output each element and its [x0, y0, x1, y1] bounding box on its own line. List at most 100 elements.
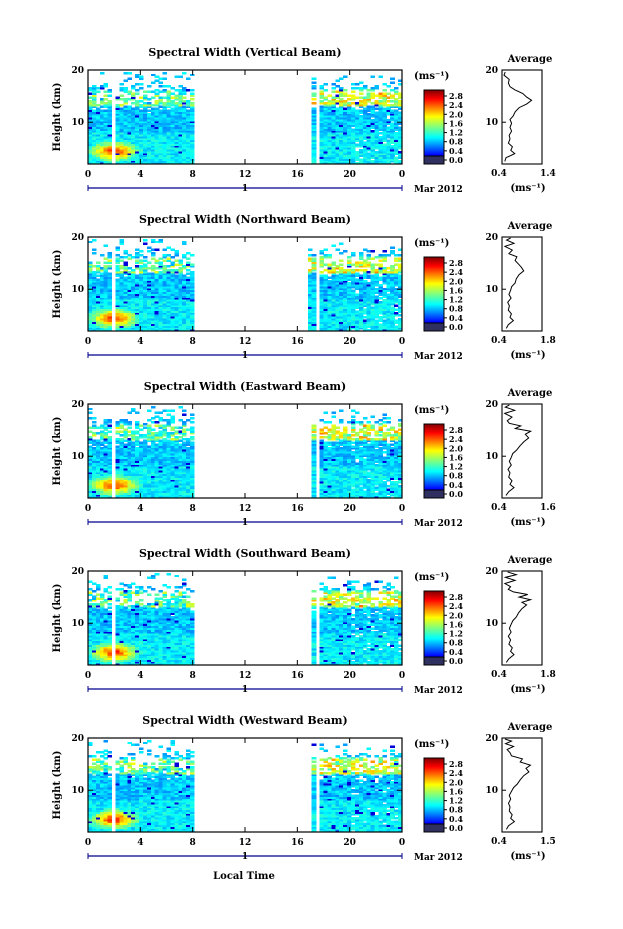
- heatmap-cell: [139, 477, 144, 480]
- heatmap-cell: [142, 435, 148, 439]
- heatmap-cell: [162, 304, 168, 308]
- heatmap-cell: [335, 299, 340, 302]
- heatmap-cell: [99, 432, 105, 435]
- heatmap-cell: [91, 145, 97, 148]
- heatmap-cell: [158, 120, 164, 124]
- heatmap-cell: [135, 92, 140, 96]
- heatmap-cell: [131, 280, 136, 283]
- heatmap-cell: [398, 147, 403, 150]
- heatmap-cell: [358, 287, 364, 291]
- heatmap-cell: [327, 451, 332, 454]
- heatmap-cell: [307, 278, 313, 281]
- heatmap-cell: [186, 252, 191, 255]
- heatmap-cell: [386, 285, 391, 289]
- heatmap-cell: [327, 456, 332, 460]
- heatmap-cell: [142, 490, 148, 493]
- heatmap-cell: [131, 98, 136, 101]
- heatmap-cell: [174, 314, 179, 317]
- heatmap-cell: [88, 462, 93, 465]
- heatmap-cell: [91, 312, 97, 315]
- heatmap-cell: [135, 479, 140, 482]
- heatmap-cell: [319, 319, 325, 323]
- heatmap-cell: [319, 467, 325, 471]
- heatmap-cell: [331, 482, 336, 486]
- heatmap-cell: [331, 139, 336, 143]
- heatmap-cell: [119, 115, 124, 118]
- heatmap-cell: [146, 482, 152, 486]
- heatmap-cell: [319, 154, 325, 158]
- heatmap-cell: [186, 496, 191, 499]
- heatmap-cell: [115, 98, 120, 101]
- heatmap-cell: [190, 321, 195, 325]
- heatmap-cell: [178, 451, 183, 454]
- heatmap-cell: [182, 135, 187, 139]
- heatmap-cell: [166, 420, 172, 424]
- heatmap-cell: [142, 452, 148, 456]
- heatmap-cell: [358, 118, 364, 122]
- heatmap-cell: [343, 272, 348, 276]
- heatmap-cell: [162, 274, 168, 278]
- heatmap-cell: [131, 314, 136, 317]
- heatmap-cell: [327, 473, 332, 477]
- heatmap-cell: [123, 469, 128, 473]
- heatmap-cell: [307, 304, 313, 308]
- heatmap-cell: [366, 308, 372, 311]
- heatmap-cell: [115, 308, 120, 311]
- heatmap-cell: [378, 109, 383, 112]
- heatmap-cell: [370, 295, 376, 298]
- heatmap-cell: [150, 329, 156, 332]
- heatmap-cell: [95, 90, 101, 94]
- heatmap-cell: [115, 314, 120, 317]
- heatmap-cell: [378, 255, 383, 259]
- heatmap-cell: [186, 323, 191, 326]
- heatmap-cell: [339, 147, 344, 150]
- heatmap-cell: [166, 462, 172, 465]
- heatmap-cell: [88, 460, 93, 463]
- heatmap-cell: [88, 317, 93, 321]
- heatmap-cell: [378, 291, 383, 294]
- heatmap-cell: [123, 434, 128, 437]
- heatmap-cell: [107, 479, 113, 482]
- heatmap-cell: [142, 268, 148, 272]
- heatmap-cell: [178, 282, 183, 285]
- heatmap-cell: [174, 327, 179, 330]
- heatmap-cell: [343, 471, 348, 475]
- heatmap-cell: [319, 150, 325, 154]
- heatmap-cell: [174, 117, 179, 120]
- heatmap-cell: [327, 154, 332, 158]
- heatmap-cell: [394, 295, 399, 298]
- heatmap-cell: [170, 452, 175, 456]
- heatmap-cell: [103, 469, 109, 473]
- heatmap-cell: [343, 270, 348, 274]
- heatmap-cell: [398, 310, 403, 313]
- heatmap-cell: [123, 284, 128, 287]
- heatmap-cell: [131, 276, 136, 279]
- heatmap-cell: [154, 435, 160, 439]
- heatmap-cell: [158, 488, 164, 492]
- heatmap-cell: [88, 115, 93, 118]
- heatmap-cell: [150, 81, 156, 84]
- heatmap-cell: [174, 447, 179, 450]
- heatmap-cell: [335, 492, 340, 495]
- heatmap-cell: [166, 454, 172, 458]
- heatmap-cell: [158, 482, 164, 486]
- heatmap-cell: [394, 297, 399, 300]
- heatmap-cell: [347, 314, 352, 317]
- heatmap-cell: [362, 126, 368, 129]
- heatmap-cell: [186, 143, 191, 146]
- heatmap-cell: [311, 147, 317, 150]
- heatmap-cell: [178, 141, 183, 144]
- heatmap-cell: [311, 98, 317, 101]
- heatmap-cell: [394, 109, 399, 112]
- heatmap-cell: [107, 284, 113, 287]
- date-label: Mar 2012: [414, 185, 463, 195]
- heatmap-cell: [311, 86, 317, 90]
- heatmap-cell: [123, 492, 128, 495]
- heatmap-cell: [186, 282, 191, 285]
- heatmap-cell: [174, 132, 179, 135]
- heatmap-cell: [190, 101, 195, 105]
- heatmap-cell: [331, 135, 336, 139]
- heatmap-cell: [190, 443, 195, 446]
- heatmap-cell: [154, 152, 160, 156]
- heatmap-cell: [154, 494, 160, 497]
